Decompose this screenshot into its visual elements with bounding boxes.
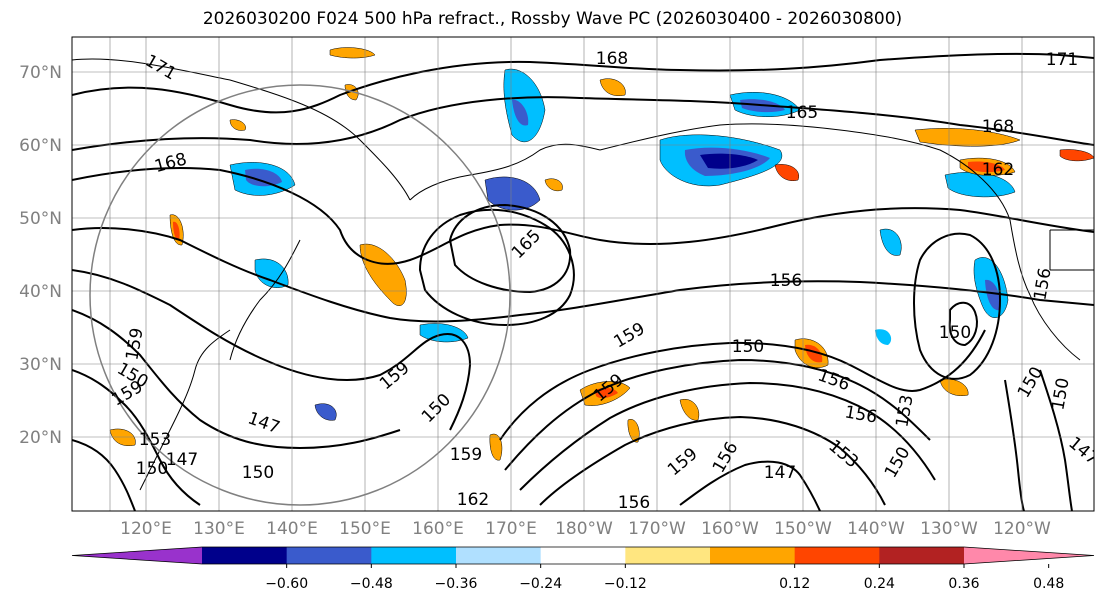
colorbar-tick-label: −0.24	[519, 576, 562, 592]
colorbar-extend-max	[964, 547, 1094, 564]
positive-anomaly-area	[229, 119, 246, 131]
rossby-wave-radius-circle	[89, 84, 511, 506]
positive-anomaly-area	[627, 419, 640, 443]
negative-anomaly-area	[245, 168, 282, 187]
contour-label: 171	[1046, 50, 1078, 70]
longitude-tick-label: 160°E	[412, 519, 464, 539]
positive-anomaly-area	[329, 47, 376, 59]
contour-label: 168	[982, 117, 1014, 137]
map-title: 2026030200 F024 500 hPa refract., Rossby…	[202, 9, 903, 29]
colorbar-swatch	[456, 547, 542, 564]
anomaly-shading	[109, 47, 1094, 461]
colorbar-tick-label: 0.48	[1033, 576, 1064, 592]
longitude-tick-label: 170°W	[628, 519, 686, 539]
positive-anomaly-area	[599, 78, 626, 96]
negative-anomaly-area	[314, 403, 337, 421]
longitude-tick-label: 130°W	[920, 519, 978, 539]
positive-anomaly-area	[774, 164, 800, 181]
colorbar: −0.60 −0.48 −0.36 −0.24 −0.12 0.12 0.24 0.36 0.4…	[71, 546, 1095, 592]
positive-anomaly-area	[544, 178, 563, 192]
latitude-tick-label: 70°N	[19, 63, 62, 83]
colorbar-swatch	[710, 547, 796, 564]
latitude-labels: 70°N 60°N 50°N 40°N 30°N 20°N	[19, 63, 62, 448]
longitude-tick-label: 150°E	[339, 519, 391, 539]
contour-label: 147	[166, 450, 198, 470]
colorbar-tick-label: 0.36	[948, 576, 979, 592]
longitude-tick-label: 120°E	[120, 519, 172, 539]
longitude-tick-label: 140°E	[266, 519, 318, 539]
longitude-tick-label: 180°W	[555, 519, 613, 539]
contour-label: 150	[732, 337, 764, 357]
latitude-tick-label: 50°N	[19, 209, 62, 229]
contour-label: 153	[139, 430, 171, 450]
coastlines	[72, 58, 1094, 491]
latitude-tick-label: 30°N	[19, 355, 62, 375]
contour-label: 168	[596, 49, 628, 69]
positive-anomaly-area	[109, 428, 136, 446]
colorbar-swatch	[202, 547, 288, 564]
positive-anomaly-area	[679, 398, 700, 421]
negative-anomaly-area	[875, 329, 892, 345]
colorbar-swatch	[540, 547, 626, 564]
longitude-tick-label: 160°W	[701, 519, 759, 539]
colorbar-swatch	[371, 547, 457, 564]
negative-anomaly-area	[254, 258, 289, 288]
map-area	[72, 37, 1094, 511]
colorbar-tick-label: −0.60	[265, 576, 308, 592]
colorbar-outline	[71, 546, 1095, 565]
latitude-tick-label: 40°N	[19, 282, 62, 302]
colorbar-swatch	[794, 547, 880, 564]
positive-anomaly-area	[968, 161, 1005, 173]
colorbar-tick-label: 0.24	[864, 576, 895, 592]
contour-label: 156	[618, 493, 650, 513]
negative-anomaly-area	[985, 279, 1001, 311]
longitude-labels: 120°E 130°E 140°E 150°E 160°E 170°E 180°W 170°W…	[120, 519, 1051, 539]
latitude-tick-label: 60°N	[19, 136, 62, 156]
colorbar-extend-min	[72, 547, 202, 564]
positive-anomaly-area	[489, 433, 503, 461]
contour-label: 150	[242, 463, 274, 483]
colorbar-swatch	[625, 547, 711, 564]
positive-anomaly-area	[173, 221, 180, 240]
colorbar-tick-label: −0.36	[435, 576, 478, 592]
contour-label: 162	[457, 490, 489, 510]
negative-anomaly-area	[503, 68, 546, 143]
map-border	[71, 36, 1095, 512]
colorbar-tick-label: −0.48	[350, 576, 393, 592]
longitude-tick-label: 140°W	[847, 519, 905, 539]
contour-label: 159	[450, 445, 482, 465]
negative-anomaly-area	[879, 228, 902, 256]
positive-anomaly-area	[805, 344, 823, 363]
contour-label: 150	[136, 459, 168, 479]
colorbar-tick-label: 0.12	[779, 576, 810, 592]
colorbar-swatch	[879, 547, 965, 564]
colorbar-swatch	[286, 547, 372, 564]
colorbar-tick-label: −0.12	[604, 576, 647, 592]
contour-label: 156	[770, 271, 802, 291]
longitude-tick-label: 170°E	[485, 519, 537, 539]
refractive-index-contours	[72, 52, 1094, 511]
contour-label: 147	[764, 463, 796, 483]
negative-anomaly-area	[512, 99, 529, 126]
latitude-tick-label: 20°N	[19, 428, 62, 448]
longitude-tick-label: 120°W	[993, 519, 1051, 539]
contour-label: 162	[982, 160, 1014, 180]
longitude-tick-label: 130°E	[193, 519, 245, 539]
contour-label: 165	[786, 103, 818, 123]
longitude-tick-label: 150°W	[774, 519, 832, 539]
contour-label: 150	[939, 323, 971, 343]
positive-anomaly-area	[344, 84, 359, 101]
positive-anomaly-area	[359, 243, 407, 306]
negative-anomaly-area	[700, 153, 758, 169]
graticule	[72, 37, 1094, 511]
